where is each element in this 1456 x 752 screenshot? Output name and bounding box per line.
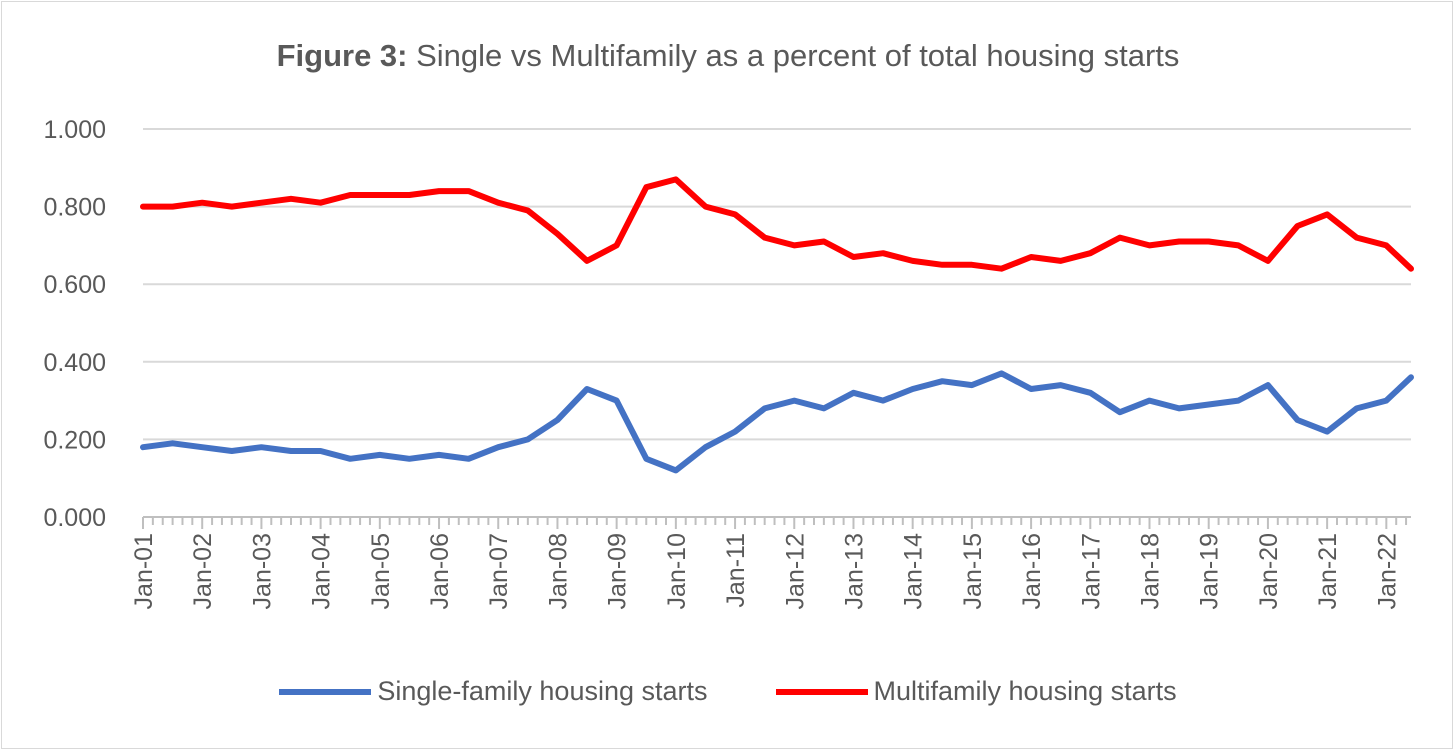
legend-item-multifamily: Multifamily housing starts	[775, 676, 1177, 707]
series-line-single-family	[140, 370, 1414, 474]
x-tick-label: Jan-19	[1196, 533, 1224, 609]
series-line-multifamily	[140, 176, 1414, 272]
x-tick-label: Jan-01	[130, 533, 158, 609]
x-tick-label: Jan-18	[1137, 533, 1165, 609]
x-tick-label: Jan-20	[1255, 533, 1283, 609]
x-tick-label: Jan-13	[840, 533, 868, 609]
x-tick-label: Jan-05	[367, 533, 395, 609]
x-tick-label: Jan-14	[900, 533, 928, 610]
y-tick-label: 0.600	[43, 271, 106, 299]
x-tick-label: Jan-07	[485, 533, 513, 609]
y-tick-label: 0.200	[43, 426, 106, 454]
y-tick-label: 0.400	[43, 349, 106, 377]
x-tick-label: Jan-16	[1018, 533, 1046, 609]
chart-title-label: Figure 3:	[276, 38, 408, 73]
x-tick-label: Jan-12	[781, 533, 809, 609]
x-tick-label: Jan-09	[604, 533, 632, 609]
x-tick-label: Jan-21	[1314, 533, 1342, 609]
chart-legend: Single-family housing starts Multifamily…	[0, 676, 1456, 707]
x-tick-label: Jan-04	[308, 533, 336, 610]
y-tick-label: 0.800	[43, 194, 106, 222]
x-tick-label: Jan-03	[248, 533, 276, 609]
x-tick-label: Jan-06	[426, 533, 454, 609]
y-tick-label: 1.000	[43, 116, 106, 144]
x-tick-label: Jan-15	[959, 533, 987, 609]
legend-item-single-family: Single-family housing starts	[279, 676, 708, 707]
x-tick-label: Jan-02	[189, 533, 217, 609]
x-tick-label: Jan-10	[663, 533, 691, 609]
legend-swatch-single-family	[279, 688, 372, 695]
x-tick-label: Jan-08	[544, 533, 572, 609]
legend-swatch-multifamily	[775, 688, 868, 695]
chart-title-text: Single vs Multifamily as a percent of to…	[407, 38, 1180, 73]
x-tick-label: Jan-17	[1077, 533, 1105, 609]
x-tick-label: Jan-11	[722, 533, 750, 608]
legend-label-single-family: Single-family housing starts	[377, 676, 708, 706]
chart-title: Figure 3: Single vs Multifamily as a per…	[0, 38, 1456, 74]
x-tick-label: Jan-22	[1373, 533, 1401, 609]
legend-label-multifamily: Multifamily housing starts	[873, 676, 1177, 706]
y-tick-label: 0.000	[43, 504, 106, 532]
